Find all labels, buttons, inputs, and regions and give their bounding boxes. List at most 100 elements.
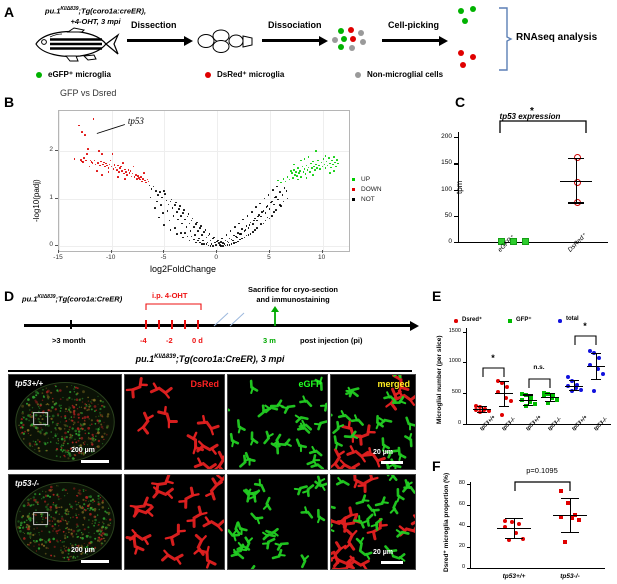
volcano-point-up bbox=[317, 159, 319, 162]
significance-bracket bbox=[514, 481, 571, 492]
volcano-point-not bbox=[246, 214, 249, 217]
microscopy-content bbox=[228, 376, 327, 469]
volcano-point-not bbox=[211, 245, 214, 247]
y-tick-label: 100 bbox=[441, 185, 452, 193]
data-point-dsred--tp53--- bbox=[477, 409, 482, 414]
volcano-point-not bbox=[265, 206, 268, 208]
volcano-point-not bbox=[186, 235, 189, 238]
data-point-dsred--tp53--- bbox=[495, 378, 500, 383]
volcano-point-up bbox=[328, 162, 331, 165]
volcano-point-up bbox=[303, 168, 306, 171]
volcano-point-not bbox=[159, 191, 161, 193]
genotype-sup: KI/Δ839 bbox=[60, 6, 79, 12]
volcano-point-down bbox=[127, 169, 130, 171]
volcano-point-up bbox=[319, 168, 322, 171]
y-tick bbox=[55, 197, 58, 199]
panel-e: E Dsred⁺ GFP⁺ total 0 500 1000 1500 tp53+/+ tp5… bbox=[420, 284, 617, 446]
data-point-total-tp53--- bbox=[578, 387, 583, 392]
timeline-tick-0 bbox=[197, 320, 199, 329]
volcano-point-not bbox=[176, 232, 178, 235]
legend-label-gfp: GFP⁺ bbox=[516, 317, 532, 323]
y-tick bbox=[454, 163, 458, 165]
microscopy-image[interactable]: 20 µm merged bbox=[330, 374, 416, 470]
data-point-dsred--tp53--- bbox=[500, 381, 504, 386]
timeline-tick--2 bbox=[171, 320, 173, 329]
volcano-point-not bbox=[224, 239, 227, 242]
volcano-point-not bbox=[273, 211, 275, 213]
step-label-dissociation: Dissociation bbox=[268, 20, 322, 30]
microscopy-image[interactable]: DsRed bbox=[124, 374, 225, 470]
panel-b-letter: B bbox=[4, 94, 15, 110]
data-point-tp53--- bbox=[559, 489, 563, 494]
volcano-point-not bbox=[239, 232, 241, 235]
grid-line-v bbox=[59, 111, 60, 251]
sorted-red-cells bbox=[456, 50, 486, 72]
timeline-label-0d: 0 d bbox=[192, 336, 203, 345]
legend-label-not: NOT bbox=[361, 196, 375, 203]
data-point-dsred--tp53--- bbox=[504, 385, 509, 390]
volcano-point-not bbox=[217, 239, 219, 242]
volcano-point-not bbox=[275, 209, 277, 211]
volcano-point-up bbox=[337, 162, 339, 165]
legend-marker-not bbox=[352, 198, 355, 201]
volcano-point-not bbox=[263, 197, 266, 200]
volcano-point-not bbox=[264, 212, 267, 214]
volcano-point-not bbox=[280, 205, 283, 208]
panel-d-divider bbox=[8, 370, 412, 372]
microscopy-image[interactable] bbox=[227, 474, 328, 570]
microscopy-image[interactable]: eGFP bbox=[227, 374, 328, 470]
genotype-rest: ;Tg(coro1a:creER), bbox=[78, 6, 147, 16]
volcano-point-not bbox=[152, 185, 155, 188]
panel-e-letter: E bbox=[432, 288, 442, 304]
x-axis bbox=[470, 568, 605, 570]
arrow-1-head bbox=[184, 35, 193, 46]
volcano-point-not bbox=[166, 210, 169, 212]
microscopy-image[interactable]: 20 µm bbox=[330, 474, 416, 570]
volcano-point-down bbox=[80, 158, 82, 161]
volcano-point-up bbox=[277, 179, 279, 182]
volcano-point-not bbox=[222, 241, 225, 244]
y-tick bbox=[463, 362, 466, 364]
step-label-cell-picking: Cell-picking bbox=[388, 20, 440, 30]
volcano-point-not bbox=[201, 243, 203, 245]
scale-bar bbox=[381, 461, 403, 464]
data-point-dsred--tp53--- bbox=[482, 408, 486, 413]
volcano-point-not bbox=[179, 205, 181, 208]
volcano-point-not bbox=[157, 194, 159, 196]
microscopy-image[interactable]: tp53+/+ 200 µm bbox=[8, 374, 122, 470]
error-cap bbox=[569, 380, 579, 382]
x-axis bbox=[466, 424, 611, 426]
volcano-point-not bbox=[182, 236, 184, 239]
volcano-point-not bbox=[192, 226, 195, 228]
volcano-point-up bbox=[311, 167, 313, 170]
volcano-point-down bbox=[146, 178, 149, 181]
volcano-point-up bbox=[316, 167, 318, 170]
volcano-point-not bbox=[234, 226, 236, 228]
volcano-point-not bbox=[256, 227, 258, 229]
volcano-point-not bbox=[163, 224, 165, 227]
volcano-point-up bbox=[298, 172, 300, 174]
microscopy-image[interactable]: tp53-/- 200 µm bbox=[8, 474, 122, 570]
volcano-point-not bbox=[282, 200, 285, 203]
volcano-point-down bbox=[125, 171, 128, 173]
volcano-point-up bbox=[296, 175, 298, 177]
volcano-point-not bbox=[197, 239, 199, 242]
rnaseq-label: RNAseq analysis bbox=[516, 32, 598, 43]
volcano-point-not bbox=[195, 241, 197, 244]
panel-c: C tp53 expression 0 50 100 150 200 * eGFP⁺ DsRe… bbox=[400, 92, 617, 284]
volcano-point-up bbox=[299, 170, 302, 172]
curly-brace-icon bbox=[499, 7, 513, 71]
volcano-point-not bbox=[173, 227, 176, 229]
data-point-gfp--tp53--- bbox=[554, 398, 559, 402]
significance-star: * bbox=[530, 106, 534, 117]
data-point-tp53--- bbox=[507, 537, 511, 542]
volcano-point-not bbox=[273, 203, 275, 206]
volcano-point-not bbox=[237, 232, 239, 234]
y-tick-label: 1 bbox=[49, 193, 53, 201]
volcano-point-not bbox=[210, 243, 213, 245]
microscopy-image[interactable] bbox=[124, 474, 225, 570]
panel-f: F 0 20 40 60 80 tp53+/+ tp53-/- p=0.1095 Dsred⁺… bbox=[420, 446, 617, 584]
volcano-point-down bbox=[131, 172, 134, 175]
volcano-point-not bbox=[245, 225, 248, 227]
volcano-point-down bbox=[77, 124, 80, 127]
